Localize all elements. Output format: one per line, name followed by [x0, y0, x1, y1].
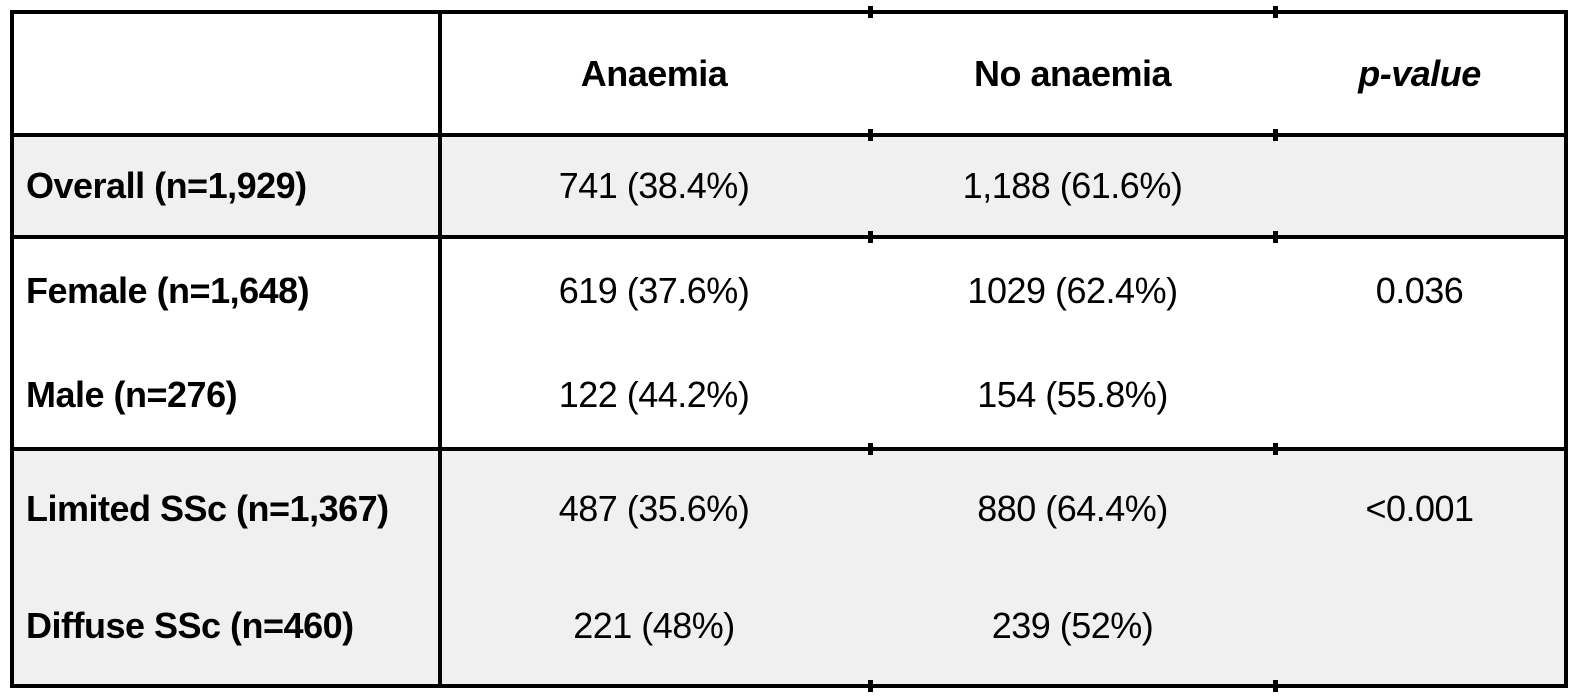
cell-male-no-anaemia: 154 (55.8%): [977, 374, 1168, 415]
cell-diffuse-ssc-anaemia: 221 (48%): [573, 604, 735, 646]
cell-limited-ssc-anaemia: 487 (35.6%): [558, 488, 750, 529]
row-divider-sex-ssc: [14, 447, 1564, 451]
shaded-band-overall: [14, 133, 1564, 239]
column-border-tick: [868, 443, 873, 455]
cell-overall-p-value: [1275, 137, 1564, 235]
column-border-tick: [868, 129, 873, 141]
column-border-tick: [868, 6, 873, 18]
cell-limited-ssc-p-value: <0.001: [1365, 488, 1474, 529]
header-anaemia: Anaemia: [580, 52, 728, 94]
row-divider-overall-sex: [14, 235, 1564, 239]
row-label-limited-ssc: Limited SSc (n=1,367): [26, 488, 389, 529]
column-border-tick: [1273, 680, 1278, 692]
row-label-overall: Overall (n=1,929): [26, 165, 307, 206]
row-label-diffuse-ssc: Diffuse SSc (n=460): [26, 604, 354, 646]
anaemia-comparison-table: Anaemia No anaemia p-value Overall (n=1,…: [10, 6, 1568, 692]
column-border-tick: [1273, 443, 1278, 455]
column-border-tick: [1273, 231, 1278, 243]
cell-male-p-value: [1275, 343, 1564, 447]
cell-overall-no-anaemia: 1,188 (61.6%): [962, 165, 1183, 206]
cell-male-anaemia: 122 (44.2%): [558, 374, 750, 415]
cell-limited-ssc-no-anaemia: 880 (64.4%): [977, 488, 1168, 529]
column-border-tick: [868, 231, 873, 243]
column-border-tick: [1273, 129, 1278, 141]
header-p-value: p-value: [1358, 52, 1481, 94]
cell-overall-anaemia: 741 (38.4%): [558, 165, 750, 206]
cell-female-anaemia: 619 (37.6%): [558, 270, 750, 311]
shaded-band-ssc: [14, 447, 1564, 684]
row-label-male: Male (n=276): [26, 374, 238, 415]
column-divider-line: [438, 14, 442, 684]
column-border-tick: [1273, 6, 1278, 18]
cell-diffuse-ssc-p-value: [1275, 567, 1564, 684]
row-divider-header: [14, 133, 1564, 137]
column-border-tick: [868, 680, 873, 692]
cell-female-p-value: 0.036: [1375, 270, 1464, 311]
cell-diffuse-ssc-no-anaemia: 239 (52%): [991, 604, 1154, 646]
row-label-female: Female (n=1,648): [26, 270, 310, 311]
header-no-anaemia: No anaemia: [973, 52, 1172, 94]
cell-female-no-anaemia: 1029 (62.4%): [967, 270, 1178, 311]
